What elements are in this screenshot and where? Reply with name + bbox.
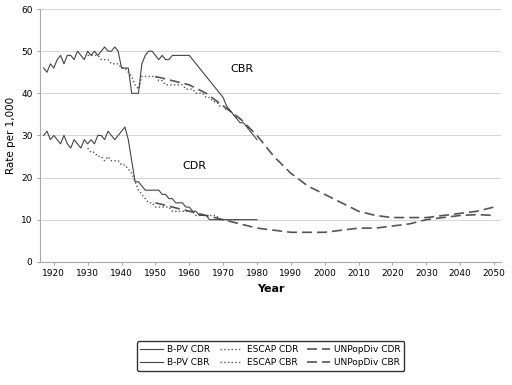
Text: CDR: CDR: [182, 161, 206, 171]
X-axis label: Year: Year: [257, 284, 284, 294]
Y-axis label: Rate per 1,000: Rate per 1,000: [6, 97, 15, 174]
Legend: B-PV CDR, B-PV CBR, ESCAP CDR, ESCAP CBR, UNPopDiv CDR, UNPopDiv CBR: B-PV CDR, B-PV CBR, ESCAP CDR, ESCAP CBR…: [137, 341, 404, 371]
Text: CBR: CBR: [230, 64, 253, 74]
